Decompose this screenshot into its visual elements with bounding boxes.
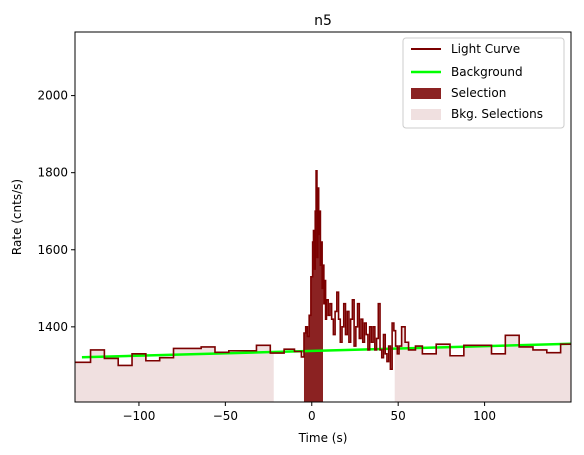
- x-tick-label: −50: [213, 409, 238, 423]
- chart-title: n5: [314, 13, 332, 29]
- light-curve-line: [75, 169, 571, 371]
- bkg-selection-region: [394, 326, 571, 402]
- legend-background-label: Background: [451, 65, 523, 79]
- y-tick-label: 1800: [37, 166, 68, 180]
- x-axis-label: Time (s): [298, 431, 348, 445]
- x-ticks: −100 −50 0 50 100: [122, 402, 496, 423]
- legend-selection-swatch: [411, 88, 441, 99]
- bkg-selection-region: [75, 345, 274, 402]
- x-tick-label: −100: [122, 409, 155, 423]
- legend-selection-label: Selection: [451, 86, 506, 100]
- y-tick-label: 1600: [37, 243, 68, 257]
- legend-box: [402, 37, 565, 129]
- legend: Light Curve Background Selection Bkg. Se…: [402, 37, 565, 129]
- y-ticks: 1400 1600 1800 2000: [37, 89, 75, 334]
- y-axis-label: Rate (cnts/s): [10, 179, 24, 255]
- plot-frame: [74, 31, 572, 403]
- legend-bkg-selections-label: Bkg. Selections: [451, 107, 543, 121]
- legend-bkg-selections-swatch: [411, 109, 441, 120]
- y-tick-label: 2000: [37, 89, 68, 103]
- x-tick-label: 0: [308, 409, 316, 423]
- legend-light-curve-label: Light Curve: [451, 42, 520, 56]
- x-tick-label: 100: [473, 409, 496, 423]
- y-tick-label: 1400: [37, 320, 68, 334]
- bkg-selection-layer: [75, 326, 571, 402]
- light-curve-layer: [75, 169, 571, 371]
- x-tick-label: 50: [391, 409, 406, 423]
